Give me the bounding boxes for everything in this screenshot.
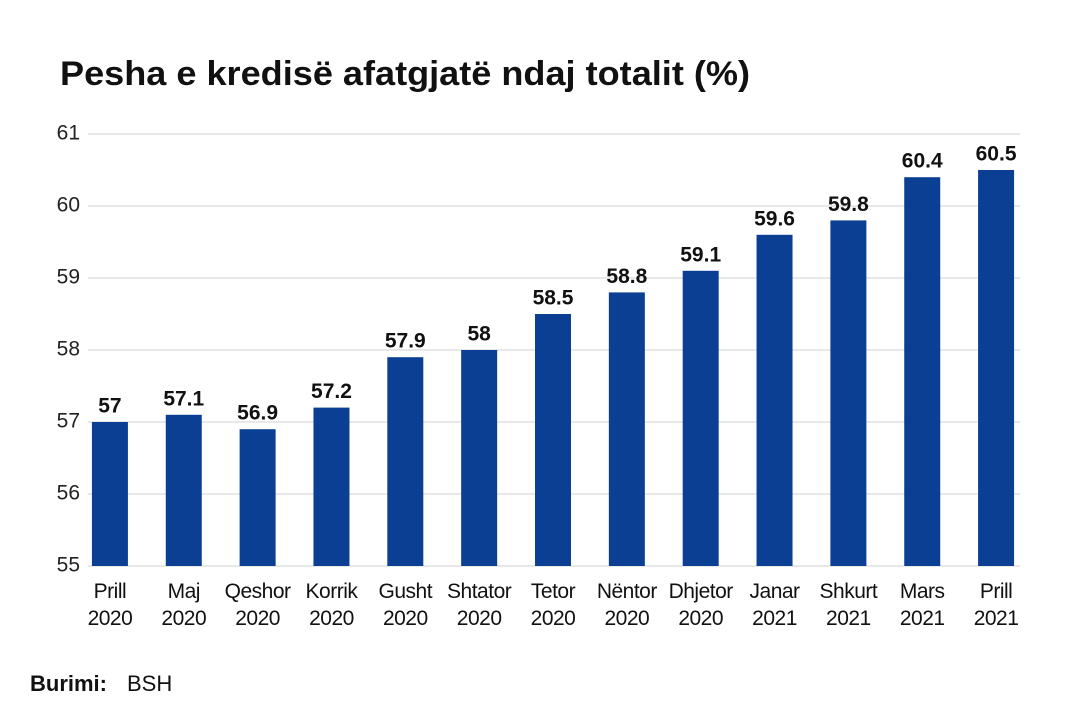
y-tick-label: 57 <box>57 410 80 433</box>
value-label: 59.8 <box>828 193 869 216</box>
bar <box>608 292 645 566</box>
value-label: 57 <box>98 395 121 418</box>
bar <box>165 414 202 566</box>
value-label: 57.1 <box>163 387 204 410</box>
x-tick-label: Qeshor 2020 <box>224 580 291 630</box>
source-label: Burimi: <box>30 671 107 696</box>
bar <box>756 234 793 567</box>
value-label: 56.9 <box>237 402 278 425</box>
bar <box>535 314 571 566</box>
y-tick-label: 56 <box>57 482 80 505</box>
value-label: 58 <box>467 323 491 346</box>
bar <box>239 429 276 566</box>
x-tick-label: Prill 2021 <box>973 580 1019 630</box>
x-tick-label: Prill 2020 <box>87 580 133 630</box>
bar <box>313 407 350 566</box>
value-label: 59.1 <box>680 243 721 266</box>
y-tick-label: 58 <box>57 338 80 361</box>
value-label: 58.5 <box>533 287 574 310</box>
value-label: 59.6 <box>754 207 795 230</box>
x-tick-label: Maj 2020 <box>161 580 207 630</box>
bar <box>91 422 128 566</box>
value-label: 60.4 <box>902 150 943 173</box>
x-tick-label: Shkurt 2021 <box>819 580 878 630</box>
bar <box>387 357 424 566</box>
source: BSH <box>127 671 172 696</box>
y-tick-label: 60 <box>57 194 80 217</box>
y-tick-label: 55 <box>57 554 80 577</box>
bar <box>978 170 1015 566</box>
x-tick-label: Tetor 2020 <box>530 580 576 630</box>
x-tick-label: Dhjetor 2020 <box>668 580 734 630</box>
x-tick-label: Korrik 2020 <box>305 580 358 630</box>
value-label: 57.9 <box>385 330 426 353</box>
x-tick-label: Janar 2021 <box>749 580 801 630</box>
y-tick-label: 61 <box>57 122 80 145</box>
chart-title: Pesha e kredisë afatgjatë ndaj totalit (… <box>60 55 750 93</box>
value-label: 57.2 <box>311 380 352 403</box>
x-tick-label: Gusht 2020 <box>378 580 433 630</box>
y-tick-label: 59 <box>57 266 80 289</box>
bar <box>461 350 498 566</box>
value-label: 58.8 <box>606 265 647 288</box>
value-label: 60.5 <box>976 143 1017 166</box>
bar <box>682 270 719 566</box>
bar <box>904 177 941 566</box>
bar <box>830 220 867 566</box>
x-tick-label: Shtator 2020 <box>447 580 512 630</box>
x-tick-label: Mars 2021 <box>899 580 945 630</box>
x-tick-label: Nëntor 2020 <box>596 580 658 630</box>
